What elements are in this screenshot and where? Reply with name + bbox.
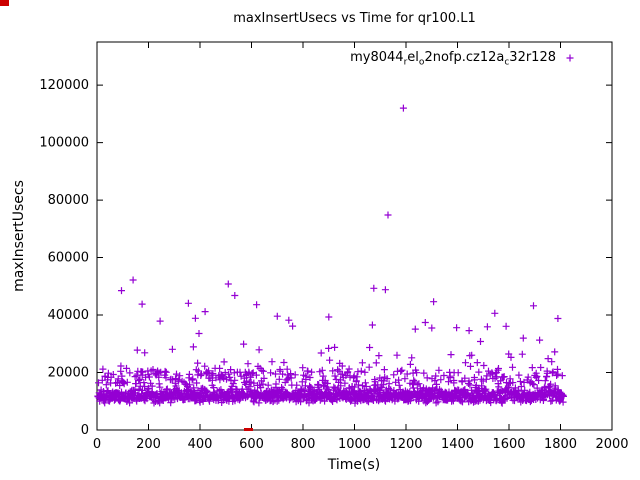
legend: my8044relo2nofp.cz12ac32r128	[350, 50, 556, 68]
x-axis-label: Time(s)	[327, 457, 381, 473]
chart-title: maxInsertUsecs vs Time for qr100.L1	[233, 11, 476, 26]
legend-marker-icon	[566, 54, 574, 62]
y-tick-label: 100000	[39, 136, 89, 151]
x-tick-label: 400	[188, 437, 213, 452]
y-tick-label: 60000	[48, 251, 89, 266]
x-tick-label: 800	[291, 437, 316, 452]
y-tick-label: 80000	[48, 193, 89, 208]
x-tick-label: 1400	[441, 437, 474, 452]
y-tick-label: 20000	[48, 366, 89, 381]
x-tick-label: 0	[93, 437, 101, 452]
y-tick-label: 40000	[48, 308, 89, 323]
x-tick-label: 200	[136, 437, 161, 452]
x-tick-label: 2000	[595, 437, 628, 452]
x-tick-label: 1200	[389, 437, 422, 452]
x-tick-label: 1000	[338, 437, 371, 452]
x-tick-label: 1800	[544, 437, 577, 452]
y-axis-label: maxInsertUsecs	[11, 180, 27, 292]
y-tick-label: 120000	[39, 78, 89, 93]
x-tick-label: 600	[239, 437, 264, 452]
red-artifact-corner	[0, 0, 9, 6]
y-tick-label: 0	[81, 423, 89, 438]
axis-ticks	[96, 42, 613, 431]
red-artifact-axis	[244, 428, 253, 431]
legend-series-label: my8044relo2nofp.cz12ac32r128	[350, 50, 556, 68]
x-tick-label: 1600	[492, 437, 525, 452]
scatter-points	[94, 104, 567, 407]
